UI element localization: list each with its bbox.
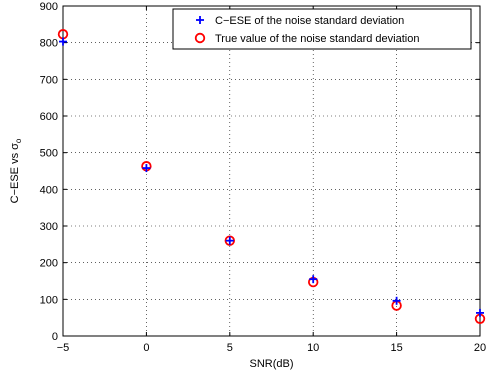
y-axis-label-subscript: o [14, 138, 23, 143]
cese-point [476, 308, 484, 317]
y-axis-label-main: C−ESE vs σ [9, 143, 21, 203]
legend-circle-marker [194, 32, 206, 44]
cese-point [142, 164, 151, 173]
x-tick-label: 10 [307, 342, 319, 354]
cese-point [59, 37, 67, 46]
x-axis-label: SNR(dB) [249, 358, 293, 370]
legend: C−ESE of the noise standard deviation Tru… [172, 8, 472, 50]
y-tick-label: 400 [40, 184, 58, 196]
legend-box [172, 8, 472, 50]
x-tick-label: 15 [390, 342, 402, 354]
data-marks [57, 29, 486, 324]
cese-point [225, 236, 234, 245]
true-value-point [224, 235, 236, 246]
y-tick-label: 800 [40, 38, 58, 50]
legend-plus-marker [196, 16, 204, 24]
y-tick-label: 0 [52, 331, 58, 343]
x-tick-label: 0 [143, 342, 149, 354]
y-tick-label: 600 [40, 111, 58, 123]
y-tick-label: 700 [40, 74, 58, 86]
y-tick-label: 200 [40, 258, 58, 270]
x-tick-label: −5 [57, 342, 70, 354]
y-tick-label: 900 [40, 1, 58, 13]
cese-point [392, 296, 401, 305]
x-tick-label: 5 [227, 342, 233, 354]
y-tick-label: 500 [40, 148, 58, 160]
y-tick-label: 100 [40, 294, 58, 306]
legend-entry-label: True value of the noise standard deviati… [215, 33, 419, 45]
legend-entry-label: C−ESE of the noise standard deviation [215, 15, 404, 27]
plot-frame [62, 5, 481, 337]
y-tick-label: 300 [40, 221, 58, 233]
grid [63, 6, 480, 336]
cese-point [309, 275, 318, 284]
x-tick-label: 20 [474, 342, 486, 354]
y-axis-label: C−ESE vs σo [9, 138, 23, 203]
